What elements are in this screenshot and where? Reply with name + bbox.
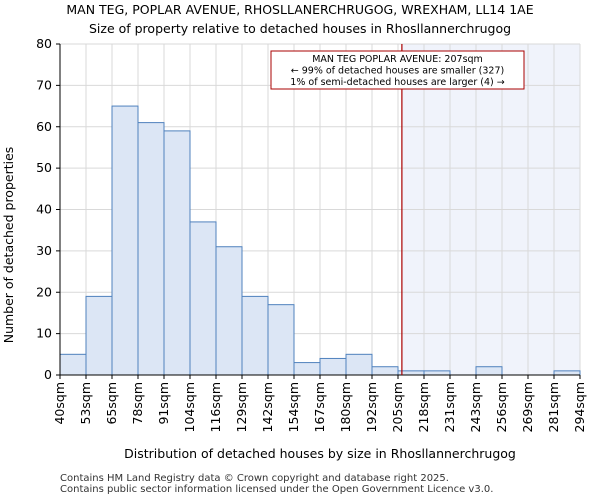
plot-area: 0 10 20 30 40 50 60 70 80 40sqm 53sqm 65sqm 78sqm 91s…: [36, 36, 587, 432]
x-axis-label: Distribution of detached houses by size …: [124, 446, 516, 461]
x-tick-label: 154sqm: [286, 382, 301, 432]
annotation-line: ← 99% of detached houses are smaller (32…: [291, 66, 504, 77]
bar: [553, 370, 581, 376]
x-tick-label: 192sqm: [364, 382, 379, 432]
bar: [241, 295, 269, 376]
x-tick-label: 167sqm: [312, 382, 327, 432]
bar: [189, 221, 217, 376]
x-tick-label: 180sqm: [338, 382, 353, 432]
annotation-line: 1% of semi-detached houses are larger (4…: [290, 77, 504, 88]
bar: [371, 366, 399, 376]
x-tick-label: 142sqm: [260, 382, 275, 432]
footer-line-2: Contains public sector information licen…: [60, 484, 494, 495]
x-tick-label: 104sqm: [182, 382, 197, 432]
chart-title: MAN TEG, POPLAR AVENUE, RHOSLLANERCHRUGO…: [66, 2, 533, 17]
y-tick-label: 0: [44, 367, 52, 382]
x-tick-label: 256sqm: [494, 382, 509, 432]
x-tick-label: 129sqm: [234, 382, 249, 432]
bar: [163, 130, 191, 376]
annotation-box: [270, 50, 525, 90]
x-tick-label: 269sqm: [520, 382, 535, 432]
bar: [319, 357, 347, 376]
y-tick-label: 60: [36, 119, 52, 134]
y-tick-label: 30: [36, 243, 52, 258]
bar: [215, 246, 243, 376]
x-tick-label: 205sqm: [390, 382, 405, 432]
bar: [85, 295, 113, 376]
x-tick-label: 65sqm: [104, 382, 119, 425]
bar: [475, 366, 503, 376]
x-tick-label: 40sqm: [52, 382, 67, 425]
bar: [137, 122, 165, 376]
y-tick-label: 10: [36, 326, 52, 341]
bar: [423, 370, 451, 376]
x-tick-label: 78sqm: [130, 382, 145, 425]
y-tick-label: 50: [36, 160, 52, 175]
y-axis-label: Number of detached properties: [1, 147, 16, 344]
chart-subtitle: Size of property relative to detached ho…: [89, 21, 511, 36]
x-tick-label: 116sqm: [208, 382, 223, 432]
bar: [345, 353, 373, 376]
x-tick-label: 231sqm: [442, 382, 457, 432]
x-tick-label: 243sqm: [468, 382, 483, 432]
x-tick-label: 294sqm: [572, 382, 587, 432]
bar: [293, 362, 321, 376]
annotation-line: MAN TEG POPLAR AVENUE: 207sqm: [312, 54, 483, 65]
y-tick-label: 80: [36, 36, 52, 51]
x-tick-label: 53sqm: [78, 382, 93, 425]
x-tick-label: 281sqm: [546, 382, 561, 432]
bar: [59, 353, 87, 376]
y-tick-label: 70: [36, 77, 52, 92]
footer-line-1: Contains HM Land Registry data © Crown c…: [60, 473, 449, 484]
x-tick-label: 91sqm: [156, 382, 171, 425]
x-tick-label: 218sqm: [416, 382, 431, 432]
bar: [267, 304, 295, 376]
bar: [111, 105, 139, 376]
y-tick-label: 20: [36, 284, 52, 299]
y-tick-label: 40: [36, 202, 52, 217]
